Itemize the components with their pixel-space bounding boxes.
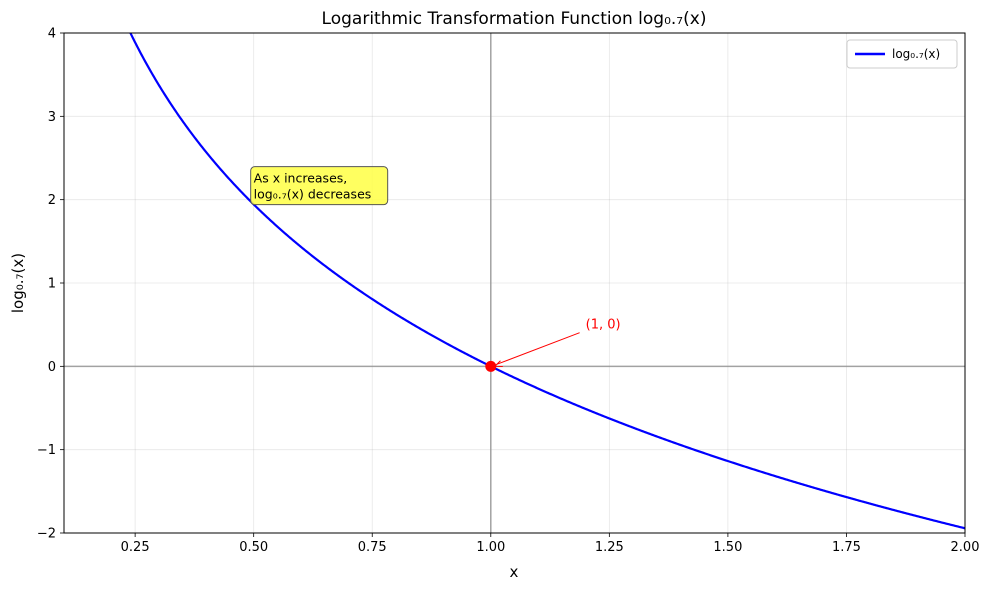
y-tick-label: −1 [37,443,56,458]
x-tick-label: 2.00 [951,540,980,555]
reference-lines [64,33,965,533]
series-layer [129,33,965,530]
x-axis-label: x [510,563,519,581]
x-tick-label: 0.75 [358,540,387,555]
series-line-log07 [129,33,965,530]
y-tick-label: 4 [48,27,56,42]
y-tick-label: 2 [48,193,56,208]
grid [64,32,966,534]
x-tick-label: 1.75 [832,540,861,555]
highlight-point [485,360,497,372]
annotations: (1, 0) As x increases,log₀.₇(x) decreases [250,166,621,372]
y-tick-label: 1 [48,277,56,292]
annotation-text-line: log₀.₇(x) decreases [254,187,372,202]
x-tick-label: 1.00 [476,540,505,555]
x-tick-label: 0.50 [239,540,268,555]
y-tick-label: 0 [48,360,56,375]
legend-box [846,39,958,69]
chart-title: Logarithmic Transformation Function log₀… [322,9,707,29]
y-axis-label: log₀.₇(x) [9,253,27,313]
y-tick-label: −2 [37,527,56,542]
ticks: 0.25 0.50 0.75 1.00 1.25 1.50 1.75 2.00 −2 −1 0 1 2 3… [37,27,980,556]
x-tick-label: 0.25 [121,540,150,555]
legend: log₀.₇(x) [846,39,958,69]
annotation-box [250,166,389,206]
point-arrow [496,332,580,365]
y-tick-label: 3 [48,110,56,125]
legend-label: log₀.₇(x) [892,47,940,61]
annotation-text-line: As x increases, [254,171,348,186]
point-label: (1, 0) [586,318,621,333]
x-tick-label: 1.25 [595,540,624,555]
x-tick-label: 1.50 [713,540,742,555]
